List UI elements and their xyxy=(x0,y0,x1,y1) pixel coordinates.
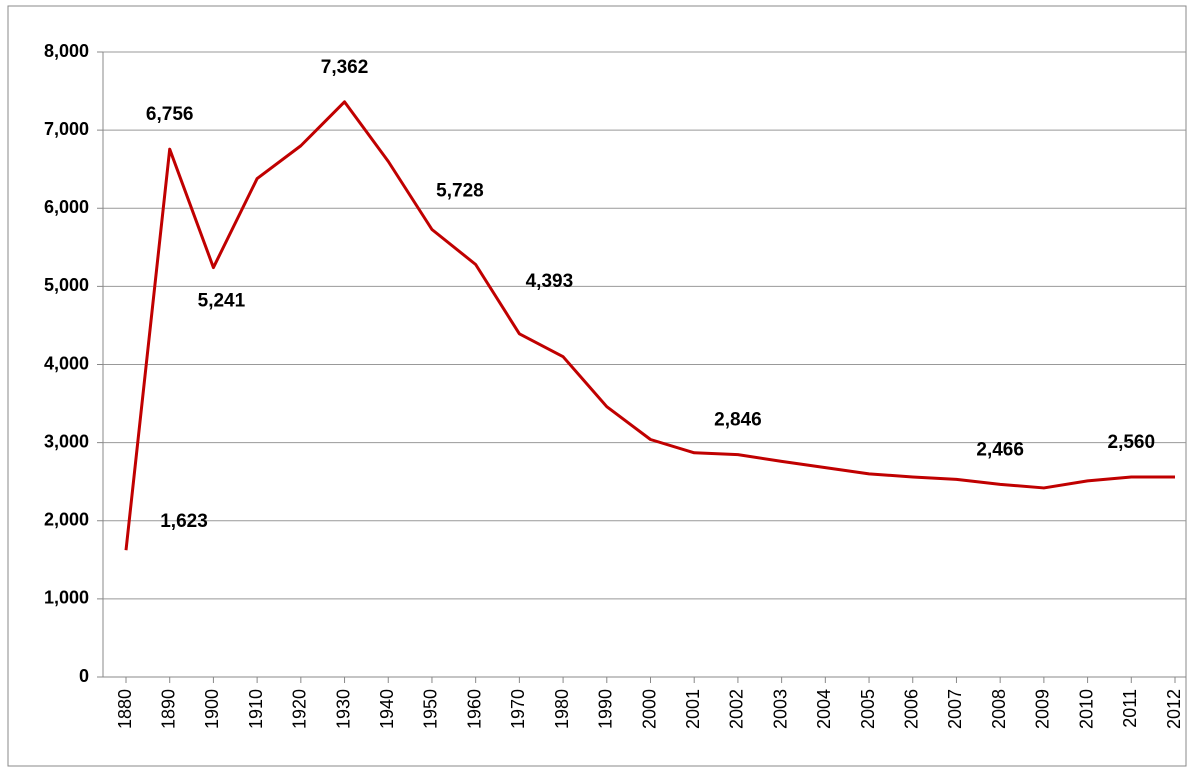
data-label: 2,466 xyxy=(976,439,1024,460)
x-tick-label: 2002 xyxy=(727,689,747,729)
data-label: 5,241 xyxy=(198,291,246,312)
x-tick-label: 1910 xyxy=(246,689,266,729)
x-tick-label: 2003 xyxy=(770,689,790,729)
data-label: 7,362 xyxy=(321,57,369,78)
x-tick-label: 1920 xyxy=(290,689,310,729)
x-tick-label: 1880 xyxy=(115,689,135,729)
y-tick-label: 8,000 xyxy=(44,41,89,61)
x-tick-label: 2012 xyxy=(1164,689,1184,729)
data-label: 5,728 xyxy=(436,181,484,202)
x-tick-label: 2001 xyxy=(683,689,703,729)
x-tick-label: 2008 xyxy=(989,689,1009,729)
line xyxy=(124,100,1175,551)
x-tick-label: 1980 xyxy=(552,689,572,729)
x-tick-label: 2010 xyxy=(1076,689,1096,729)
data-label: 2,560 xyxy=(1108,432,1156,453)
x-tick-label: 1950 xyxy=(421,689,441,729)
x-tick-label: 1900 xyxy=(202,689,222,729)
x-tick-label: 1940 xyxy=(377,689,397,729)
y-tick-label: 4,000 xyxy=(44,353,89,373)
y-tick-label: 2,000 xyxy=(44,510,89,530)
x-tick-label: 1960 xyxy=(464,689,484,729)
data-label: 4,393 xyxy=(526,271,574,292)
y-tick-label: 0 xyxy=(79,666,89,686)
x-tick-label: 1970 xyxy=(508,689,528,729)
x-tick-label: 2000 xyxy=(639,689,659,729)
y-tick-label: 7,000 xyxy=(44,119,89,139)
y-tick-label: 6,000 xyxy=(44,197,89,217)
x-tick-label: 2006 xyxy=(902,689,922,729)
chart-border xyxy=(7,5,1187,767)
x-tick-label: 1990 xyxy=(596,689,616,729)
x-tick-label: 1890 xyxy=(158,689,178,729)
data-label: 2,846 xyxy=(714,410,762,431)
x-tick-label: 2009 xyxy=(1033,689,1053,729)
x-tick-label: 2005 xyxy=(858,689,878,729)
x-tick-label: 2004 xyxy=(814,689,834,729)
data-label: 6,756 xyxy=(146,104,194,125)
x-tick-label: 2007 xyxy=(945,689,965,729)
y-tick-label: 5,000 xyxy=(44,275,89,295)
data-label: 1,623 xyxy=(160,511,208,532)
y-tick-label: 3,000 xyxy=(44,431,89,451)
x-tick-label: 1930 xyxy=(333,689,353,729)
x-tick-label: 2011 xyxy=(1120,689,1140,728)
y-tick-label: 1,000 xyxy=(44,588,89,608)
